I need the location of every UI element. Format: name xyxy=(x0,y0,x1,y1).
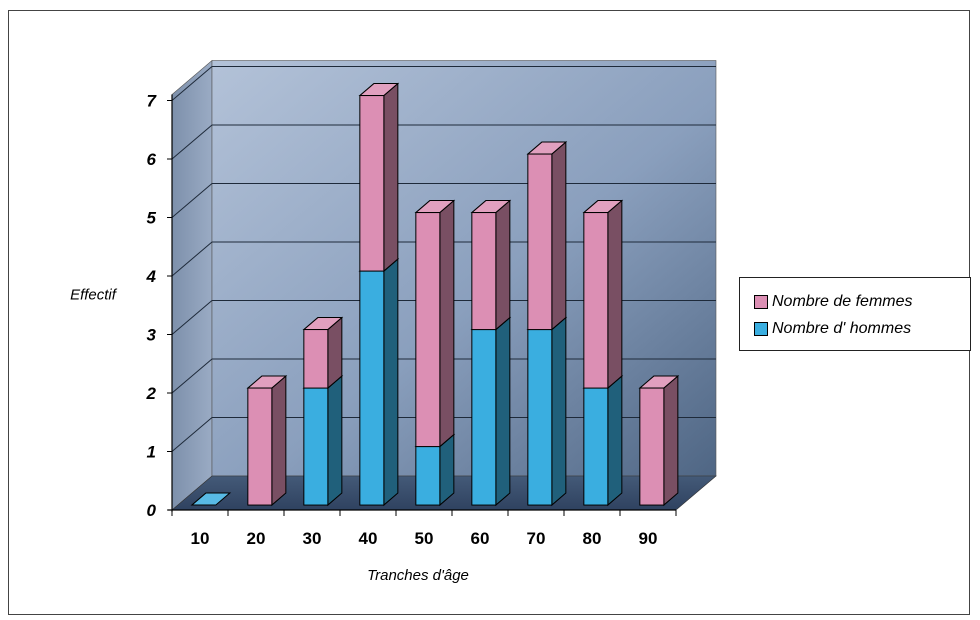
legend-swatch xyxy=(754,294,768,309)
y-tick-label: 0 xyxy=(147,501,157,520)
legend: Nombre de femmes Nombre d' hommes xyxy=(739,277,971,351)
y-tick-label: 2 xyxy=(146,384,157,403)
legend-label: Nombre d' hommes xyxy=(772,319,912,337)
bar-femmes xyxy=(302,316,344,390)
y-tick-label: 3 xyxy=(147,326,157,345)
bar-femmes xyxy=(414,199,456,448)
legend-entry: Nombre d' hommes xyxy=(754,315,970,342)
bar-femmes xyxy=(470,199,512,331)
y-tick-label: 7 xyxy=(147,92,158,111)
bar-hommes xyxy=(190,492,232,506)
bar-hommes xyxy=(526,316,568,507)
side-wall xyxy=(171,59,213,511)
bar-hommes xyxy=(358,257,400,507)
x-tick-label: 30 xyxy=(303,529,322,548)
y-tick-label: 5 xyxy=(147,209,157,228)
x-tick-label: 20 xyxy=(247,529,266,548)
gridline xyxy=(171,124,716,160)
x-tick-label: 60 xyxy=(471,529,490,548)
back-wall xyxy=(211,60,717,477)
gridline xyxy=(171,66,716,101)
x-tick-label: 40 xyxy=(359,529,378,548)
bar-femmes xyxy=(358,82,400,273)
bar-hommes xyxy=(302,374,344,507)
x-axis-title: Tranches d'âge xyxy=(367,567,469,584)
x-tick-label: 90 xyxy=(639,529,658,548)
x-tick-label: 10 xyxy=(191,529,210,548)
legend-entry: Nombre de femmes xyxy=(754,288,970,315)
bar-femmes xyxy=(246,374,288,507)
y-tick-label: 1 xyxy=(147,443,156,462)
legend-swatch xyxy=(754,321,768,336)
y-tick-label: 4 xyxy=(146,267,157,286)
x-tick-label: 80 xyxy=(583,529,602,548)
bar-femmes xyxy=(526,140,568,331)
bar-femmes xyxy=(582,199,624,390)
x-tick-label: 50 xyxy=(415,529,434,548)
y-tick-label: 6 xyxy=(147,150,157,169)
legend-label: Nombre de femmes xyxy=(772,292,913,310)
y-axis-title: Effectif xyxy=(70,286,118,303)
bar-hommes xyxy=(582,374,624,507)
bar-hommes xyxy=(470,316,512,507)
bar-femmes xyxy=(638,374,680,507)
x-tick-label: 70 xyxy=(527,529,546,548)
